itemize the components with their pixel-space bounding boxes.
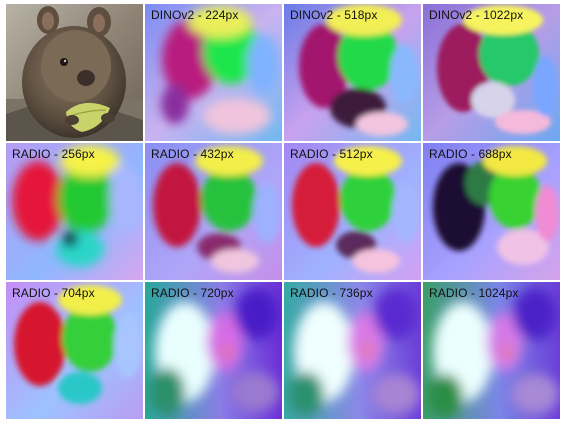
tile-label: DINOv2 - 224px bbox=[151, 8, 239, 22]
pca-feature-map bbox=[284, 143, 421, 280]
tile-label: RADIO - 736px bbox=[290, 286, 373, 300]
tile-radio-256: RADIO - 256px bbox=[6, 143, 143, 280]
tile-radio-1024: RADIO - 1024px bbox=[423, 282, 560, 419]
pca-feature-map bbox=[423, 282, 560, 419]
tile-label: RADIO - 1024px bbox=[429, 286, 519, 300]
original-photo bbox=[6, 4, 143, 141]
tile-radio-688: RADIO - 688px bbox=[423, 143, 560, 280]
pca-feature-map bbox=[423, 4, 560, 141]
pca-feature-map bbox=[6, 282, 143, 419]
tile-label: DINOv2 - 1022px bbox=[429, 8, 524, 22]
pca-feature-map bbox=[145, 282, 282, 419]
tile-label: RADIO - 704px bbox=[12, 286, 95, 300]
tile-label: RADIO - 512px bbox=[290, 147, 373, 161]
feature-visualization-grid: DINOv2 - 224px DINOv2 - 518 bbox=[6, 4, 560, 420]
tile-label: RADIO - 432px bbox=[151, 147, 234, 161]
tile-radio-736: RADIO - 736px bbox=[284, 282, 421, 419]
tile-label: RADIO - 688px bbox=[429, 147, 512, 161]
pca-feature-map bbox=[284, 282, 421, 419]
pca-feature-map bbox=[145, 143, 282, 280]
tile-radio-512: RADIO - 512px bbox=[284, 143, 421, 280]
tile-label: RADIO - 256px bbox=[12, 147, 95, 161]
tile-dinov2-1022: DINOv2 - 1022px bbox=[423, 4, 560, 141]
pca-feature-map bbox=[145, 4, 282, 141]
quokka-photo bbox=[6, 4, 143, 141]
tile-label: RADIO - 720px bbox=[151, 286, 234, 300]
tile-dinov2-224: DINOv2 - 224px bbox=[145, 4, 282, 141]
tile-dinov2-518: DINOv2 - 518px bbox=[284, 4, 421, 141]
tile-radio-432: RADIO - 432px bbox=[145, 143, 282, 280]
pca-feature-map bbox=[6, 143, 143, 280]
pca-feature-map bbox=[284, 4, 421, 141]
tile-label: DINOv2 - 518px bbox=[290, 8, 378, 22]
tile-radio-720: RADIO - 720px bbox=[145, 282, 282, 419]
pca-feature-map bbox=[423, 143, 560, 280]
tile-radio-704: RADIO - 704px bbox=[6, 282, 143, 419]
